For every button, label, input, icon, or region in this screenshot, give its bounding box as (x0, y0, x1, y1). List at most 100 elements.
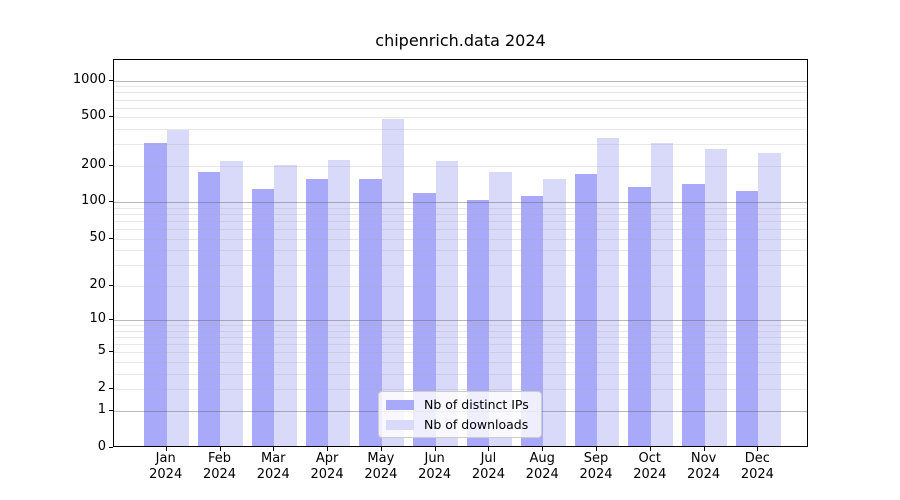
plot-area (113, 59, 808, 447)
gridline-600 (114, 107, 807, 109)
legend: Nb of distinct IPs Nb of downloads (378, 391, 542, 438)
x-tick-label-sep: Sep 2024 (566, 451, 626, 483)
legend-item-distinct-ips: Nb of distinct IPs (386, 396, 533, 413)
x-tick-mark-nov (703, 447, 705, 451)
bar-downloads-apr (328, 160, 351, 446)
y-tick-label-10: 10 (89, 311, 106, 327)
y-tick-mark-20 (109, 284, 113, 286)
x-tick-mark-jan (165, 447, 167, 451)
bar-downloads-nov (704, 149, 727, 446)
month-year: 2024 (687, 467, 721, 482)
y-tick-mark-50 (109, 237, 113, 239)
bar-downloads-mar (274, 165, 297, 446)
y-tick-mark-1000 (109, 79, 113, 81)
bar-distinct-ips-feb (198, 171, 221, 446)
gridline-1000 (114, 80, 807, 82)
bar-downloads-sep (597, 137, 620, 446)
x-tick-label-dec: Dec 2024 (727, 451, 787, 483)
bar-distinct-ips-oct (628, 187, 651, 446)
month-year: 2024 (202, 467, 237, 482)
x-tick-label-jun: Jun 2024 (405, 451, 465, 483)
gridline-800 (114, 92, 807, 94)
y-tick-label-20: 20 (89, 276, 106, 292)
bar-distinct-ips-jun (413, 192, 436, 446)
month-name: Jun (424, 451, 445, 466)
month-year: 2024 (364, 467, 398, 482)
x-tick-label-apr: Apr 2024 (297, 451, 357, 483)
y-tick-label-0: 0 (97, 438, 106, 454)
chart-title: chipenrich.data 2024 (375, 31, 546, 50)
month-name: Jan (155, 451, 176, 466)
y-tick-label-1000: 1000 (72, 71, 106, 87)
x-tick-label-may: May 2024 (351, 451, 411, 483)
y-tick-label-2: 2 (97, 380, 106, 396)
bar-distinct-ips-mar (251, 189, 275, 446)
y-tick-label-5: 5 (97, 343, 106, 359)
month-name: Aug (529, 451, 555, 466)
y-tick-mark-10 (109, 319, 113, 321)
month-name: Nov (690, 451, 717, 466)
x-tick-mark-may (380, 447, 382, 451)
bar-downloads-dec (758, 152, 781, 446)
month-year: 2024 (149, 467, 183, 482)
month-name: Apr (315, 451, 339, 466)
month-year: 2024 (525, 467, 559, 482)
bar-distinct-ips-jul (467, 199, 490, 446)
month-year: 2024 (256, 467, 290, 482)
bar-distinct-ips-dec (735, 190, 759, 446)
bar-distinct-ips-sep (574, 173, 597, 446)
y-tick-mark-100 (109, 201, 113, 203)
x-tick-mark-mar (273, 447, 275, 451)
legend-swatch-distinct-ips (386, 399, 414, 410)
legend-label-distinct-ips: Nb of distinct IPs (424, 397, 529, 412)
y-tick-mark-5 (109, 351, 113, 353)
y-tick-mark-500 (109, 116, 113, 118)
x-tick-mark-sep (596, 447, 597, 451)
x-tick-label-jan: Jan 2024 (136, 451, 196, 483)
bar-downloads-jul (489, 171, 512, 446)
x-tick-mark-feb (219, 447, 221, 451)
y-tick-label-100: 100 (81, 193, 106, 209)
x-tick-mark-jul (488, 447, 490, 451)
bar-downloads-jun (435, 161, 459, 446)
gridline-300 (114, 144, 807, 146)
gridline-500 (114, 117, 807, 119)
x-tick-label-oct: Oct 2024 (620, 451, 680, 483)
month-year: 2024 (740, 467, 774, 482)
month-name: Jul (480, 451, 497, 466)
bar-downloads-oct (650, 143, 674, 446)
month-year: 2024 (418, 467, 452, 482)
legend-swatch-downloads (386, 419, 414, 430)
x-tick-mark-jun (434, 447, 436, 451)
month-year: 2024 (633, 467, 667, 482)
y-tick-label-1: 1 (97, 401, 106, 417)
y-tick-label-200: 200 (81, 156, 106, 172)
x-tick-mark-dec (757, 447, 759, 451)
bar-distinct-ips-nov (682, 183, 705, 446)
month-year: 2024 (471, 467, 505, 482)
y-tick-mark-200 (109, 164, 113, 166)
x-tick-label-mar: Mar 2024 (243, 451, 303, 483)
bar-distinct-ips-jan (144, 143, 167, 446)
y-tick-mark-1 (109, 409, 113, 411)
y-tick-label-50: 50 (89, 229, 106, 245)
month-name: Mar (261, 451, 286, 466)
bar-downloads-feb (220, 160, 243, 446)
bar-distinct-ips-apr (305, 178, 329, 446)
x-tick-label-aug: Aug 2024 (512, 451, 572, 483)
month-name: Dec (744, 451, 770, 466)
x-tick-label-nov: Nov 2024 (674, 451, 734, 483)
bar-downloads-aug (543, 179, 566, 446)
month-name: May (367, 451, 395, 466)
gridline-900 (114, 86, 807, 88)
x-tick-mark-apr (327, 447, 329, 451)
x-tick-label-feb: Feb 2024 (189, 451, 249, 483)
bar-downloads-may (381, 119, 405, 446)
month-year: 2024 (310, 467, 344, 482)
x-tick-mark-aug (542, 447, 544, 451)
y-tick-label-500: 500 (81, 108, 106, 124)
month-year: 2024 (579, 467, 613, 482)
legend-item-downloads: Nb of downloads (386, 416, 533, 433)
legend-label-downloads: Nb of downloads (424, 417, 529, 432)
